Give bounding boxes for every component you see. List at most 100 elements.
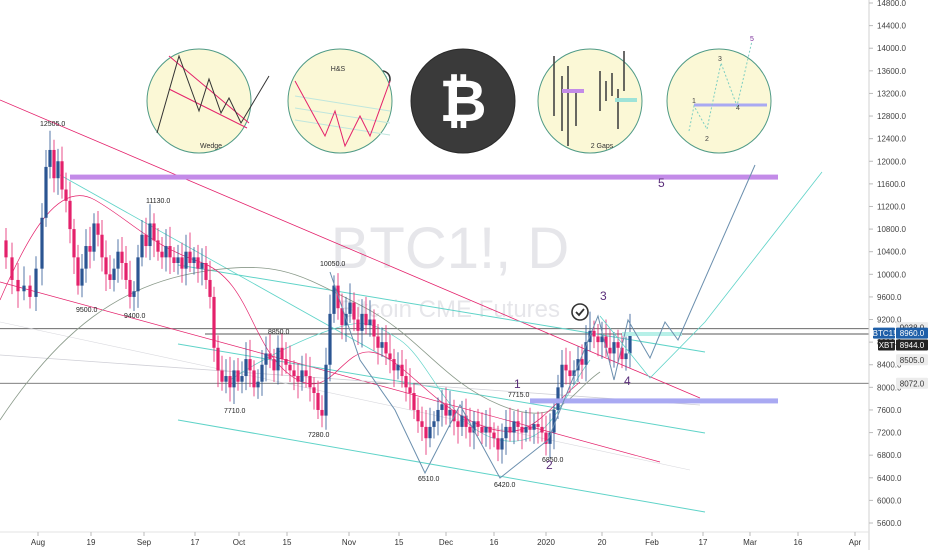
badge-8944 (896, 339, 928, 351)
candle-down (284, 359, 288, 365)
time-tick-label: Dec (439, 538, 453, 547)
candle-down (528, 426, 532, 430)
candle-down (604, 336, 608, 348)
price-tick-label: 12800.0 (877, 112, 906, 121)
candle-down (516, 421, 520, 427)
price-label: 7715.0 (508, 392, 530, 399)
candle-down (388, 353, 392, 360)
wave-label: 5 (658, 176, 665, 190)
candle-down (228, 376, 232, 388)
candle-down (476, 421, 480, 427)
candle-up (328, 313, 332, 365)
candle-down (220, 370, 224, 382)
candle-up (628, 333, 632, 354)
candle-down (172, 257, 176, 263)
ew-wave-label: 1 (692, 98, 696, 105)
candle-down (580, 359, 584, 365)
pattern-caption: 2 Gaps (591, 143, 614, 150)
bitcoin-glyph: ₿ (439, 69, 486, 134)
price-tick-label: 11200.0 (877, 202, 906, 211)
candle-down (404, 376, 408, 388)
price-tick-label: 14000.0 (877, 44, 906, 53)
pattern-circle-elliott-wave-pattern: 1 2 3 4 5 (666, 36, 772, 154)
wedge-lower-line (168, 88, 248, 129)
time-tick-label: 17 (699, 538, 708, 547)
price-tick-label: 7600.0 (877, 406, 902, 415)
badge-btc1-symbol (873, 327, 895, 339)
candle-down (208, 279, 212, 297)
pattern-circle-bitcoin-logo-icon: ₿ (410, 48, 516, 154)
candle-down (392, 359, 396, 371)
time-tick-label: Apr (849, 538, 862, 547)
candle-down (364, 313, 368, 326)
candle-up (276, 347, 280, 371)
ew-wave-label: 2 (705, 136, 709, 143)
price-label: 12505.0 (40, 121, 65, 128)
annotations: 12505.0 9500.0 9400.0 11130.0 10050.0 8850.0 7… (40, 70, 823, 489)
time-tick-label: Feb (645, 538, 659, 547)
support-level-bar (530, 398, 778, 404)
candle-up (244, 359, 248, 377)
time-tick-label: 16 (490, 538, 499, 547)
candle-down (488, 426, 492, 433)
price-tick-label: 6400.0 (877, 474, 902, 483)
candle-up (484, 426, 488, 433)
candle-down (288, 364, 292, 371)
candle-up (112, 268, 116, 280)
candle-down (124, 263, 128, 280)
ew-wave-label: 4 (736, 105, 740, 112)
badge-8960-text: 8960.0 (900, 329, 925, 338)
candle-down (152, 223, 156, 241)
candle-down (340, 308, 344, 326)
badge-8072-text: 8072.0 (900, 379, 925, 388)
price-tick-label: 12000.0 (877, 157, 906, 166)
gaps-pattern-background (537, 48, 643, 154)
candle-down (304, 370, 308, 377)
candle-down (536, 424, 540, 427)
candle-up (22, 285, 26, 292)
candle-up (396, 364, 400, 371)
price-tick-label: 13200.0 (877, 89, 906, 98)
candle-up (348, 302, 352, 314)
wedge-pattern-background (146, 48, 252, 154)
badge-8960 (896, 327, 928, 339)
candle-down (384, 342, 388, 354)
gap-zone-bar (622, 331, 682, 336)
price-tick-label: 14800.0 (877, 0, 906, 8)
badge-8944-text: 8944.0 (900, 341, 925, 350)
candle-up (256, 381, 260, 388)
candle-down (160, 251, 164, 258)
price-label: 7710.0 (224, 408, 246, 415)
candle-up (40, 217, 44, 269)
hs-channel-line (294, 119, 391, 136)
candle-up (368, 319, 372, 326)
pattern-caption: Wedge (200, 143, 222, 150)
candle-up (472, 421, 476, 433)
time-axis[interactable]: Aug 19 Sep 17 Oct 15 Nov 15 Dec 16 2020 20 Feb 17 Mar 1… (31, 532, 862, 547)
price-label: 9400.0 (124, 313, 146, 320)
candle-down (4, 240, 8, 258)
candle-up (552, 409, 556, 433)
price-tick-label: 13600.0 (877, 67, 906, 76)
candle-up (512, 421, 516, 433)
candle-down (496, 438, 500, 450)
candle-down (188, 251, 192, 263)
price-label: 11130.0 (146, 198, 170, 205)
candle-down (456, 421, 460, 427)
wave-label: 2 (546, 458, 553, 472)
downtrend-line (0, 99, 701, 399)
candle-down (168, 246, 172, 258)
checkmark-icon-mark (575, 308, 585, 317)
candle-down (444, 404, 448, 416)
time-tick-label: 17 (191, 538, 200, 547)
candle-down (316, 393, 320, 410)
candle-down (596, 336, 600, 343)
candle-up (432, 421, 436, 427)
candle-down (620, 347, 624, 360)
candle-up (600, 336, 604, 343)
time-tick-label: 16 (794, 538, 803, 547)
candle-down (356, 319, 360, 331)
price-axis[interactable]: 5600.0 6000.0 6400.0 6800.0 7200.0 7600.0 8000… (869, 0, 906, 528)
hs-price-line (294, 80, 391, 148)
